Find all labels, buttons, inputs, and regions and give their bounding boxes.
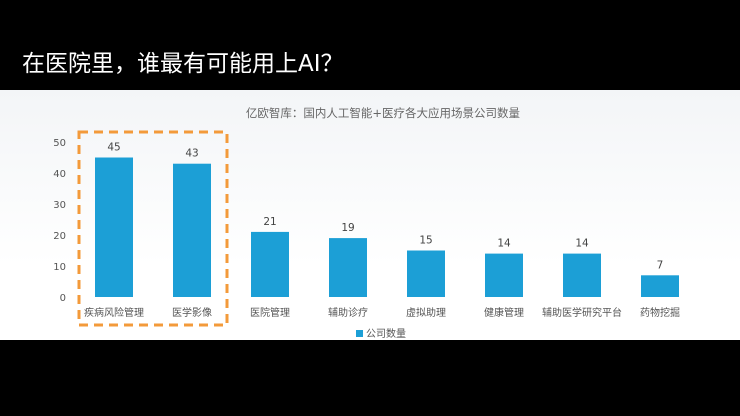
- x-tick-label: 辅助诊疗: [328, 306, 368, 319]
- x-tick-label: 疾病风险管理: [84, 306, 144, 319]
- slide-title: 在医院里，谁最有可能用上AI？: [22, 51, 344, 77]
- bar-chart: 亿欧智库：国内人工智能+医疗各大应用场景公司数量 0 10 20 30 40 50 45 疾…: [53, 106, 680, 340]
- bar: [485, 253, 523, 297]
- bar-value-label: 7: [657, 259, 664, 271]
- bar-value-label: 14: [497, 238, 511, 250]
- legend-label: 公司数量: [366, 327, 406, 340]
- chart-panel: 亿欧智库：国内人工智能+医疗各大应用场景公司数量 0 10 20 30 40 50 45 疾…: [0, 90, 740, 340]
- x-tick-label: 健康管理: [484, 306, 524, 319]
- y-tick-label: 10: [53, 262, 66, 273]
- legend-swatch: [356, 330, 363, 337]
- bar: [563, 253, 601, 297]
- y-tick-label: 0: [60, 293, 66, 304]
- bar-value-label: 21: [263, 216, 276, 228]
- bar-value-label: 19: [341, 222, 354, 234]
- chart-title: 亿欧智库：国内人工智能+医疗各大应用场景公司数量: [246, 106, 520, 120]
- y-tick-label: 50: [53, 138, 66, 149]
- bar: [251, 231, 289, 297]
- x-tick-label: 医院管理: [250, 306, 290, 319]
- x-tick-label: 药物挖掘: [640, 306, 680, 319]
- x-tick-label: 医学影像: [172, 306, 212, 319]
- bar: [641, 275, 679, 297]
- y-tick-label: 40: [53, 169, 66, 180]
- bar-value-label: 45: [107, 142, 120, 154]
- bar-value-label: 14: [575, 238, 589, 250]
- bar: [329, 238, 367, 297]
- x-tick-label: 辅助医学研究平台: [542, 306, 622, 319]
- bar: [173, 163, 211, 297]
- y-tick-label: 20: [53, 231, 66, 242]
- x-tick-label: 虚拟助理: [406, 306, 446, 319]
- bar: [407, 250, 445, 297]
- bar: [95, 157, 133, 297]
- y-tick-label: 30: [53, 200, 66, 211]
- highlight-box: [77, 130, 229, 327]
- bar-value-label: 43: [185, 148, 198, 160]
- bar-value-label: 15: [419, 235, 432, 247]
